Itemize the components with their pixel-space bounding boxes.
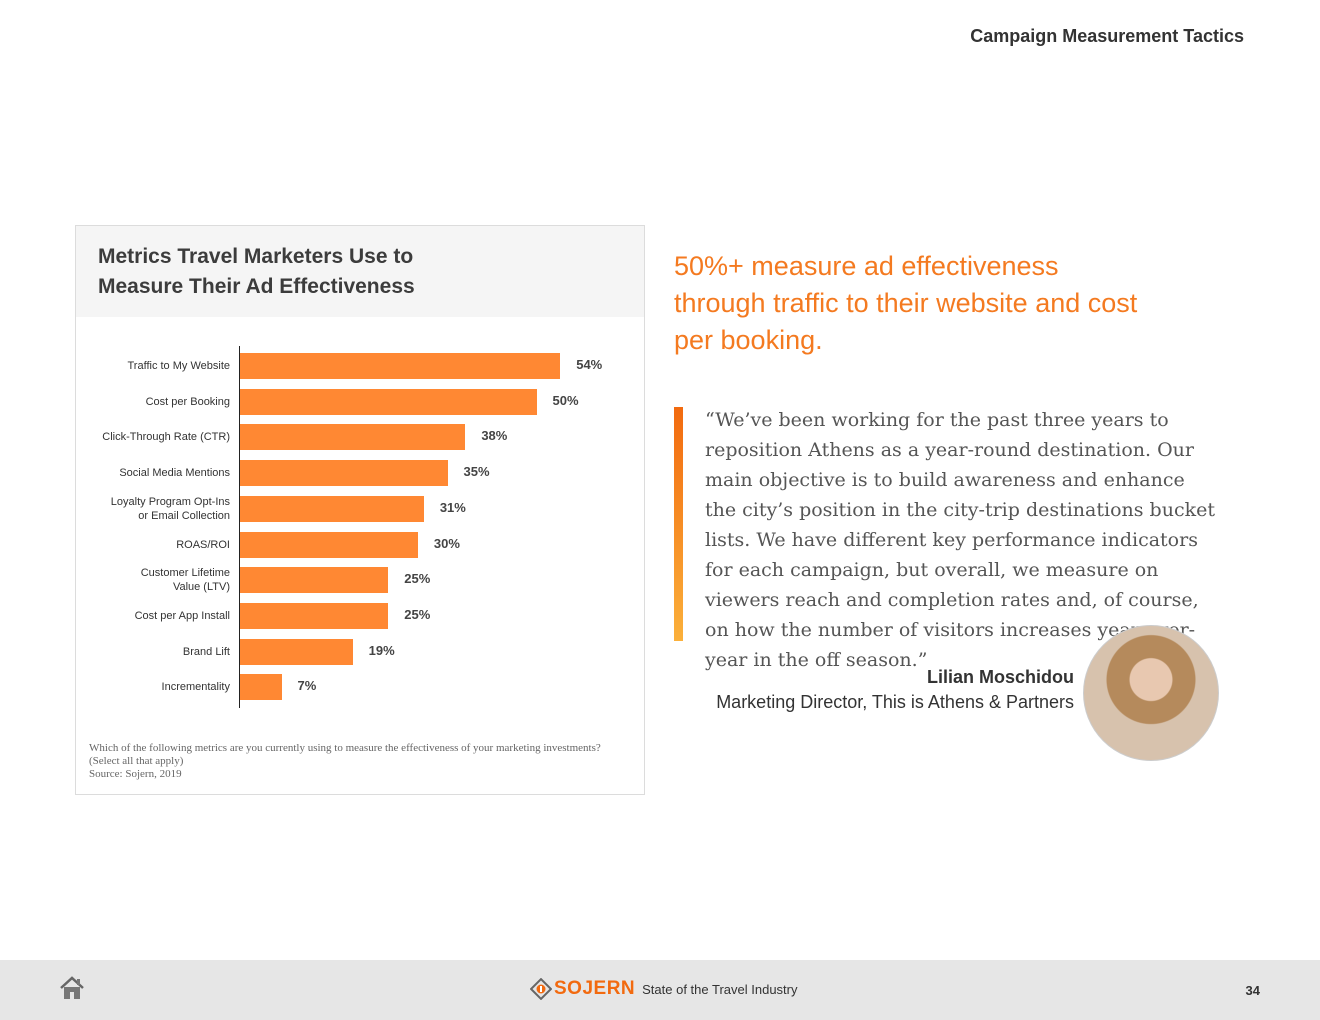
author-avatar [1083,625,1219,761]
bar [240,353,561,379]
bar [240,638,353,665]
chart-source: Source: Sojern, 2019 [89,768,182,780]
quote-author: Lilian Moschidou Marketing Director, Thi… [716,665,1074,715]
home-icon[interactable] [58,974,86,1002]
category-label: Customer Lifetime Value (LTV) [140,567,230,594]
headline: 50%+ measure ad effectiveness through tr… [674,251,1138,355]
bar [240,388,537,415]
data-label: 25% [404,571,431,587]
category-label: Incrementality [161,681,230,694]
category-label: Loyalty Program Opt-Ins or Email Collect… [110,495,230,522]
bar-chart: Traffic to My Website 54% Cost per Booking… [76,346,644,716]
data-label: 50% [552,392,579,408]
bar [240,674,282,701]
section-title: Campaign Measurement Tactics [970,26,1244,46]
bar [240,424,466,451]
y-axis-line [239,346,240,708]
sojern-logo-icon [530,978,552,1000]
chart-title: Metrics Travel Marketers Use to Measure … [98,245,415,298]
footer: SOJERN State of the Travel Industry 34 [0,960,1320,1020]
bar [240,531,418,558]
bar [240,567,389,594]
category-label: Social Media Mentions [119,467,230,480]
data-label: 30% [433,535,460,551]
brand: SOJERN State of the Travel Industry [530,978,798,1000]
quote-text: “We’ve been working for the past three y… [705,409,1215,671]
survey-question: Which of the following metrics are you c… [89,742,601,767]
data-label: 25% [404,606,431,622]
page-number: 34 [1245,983,1260,998]
quote-accent-bar [674,407,683,641]
data-label: 54% [576,357,603,372]
chart-header: Metrics Travel Marketers Use to Measure … [76,226,644,317]
brand-name: SOJERN [554,978,636,999]
author-title: Marketing Director, This is Athens & Par… [716,692,1074,712]
bar [240,460,448,487]
bar [240,495,424,522]
chart-card: Metrics Travel Marketers Use to Measure … [75,225,645,795]
category-label: Traffic to My Website [127,360,231,372]
category-label: Cost per Booking [145,395,230,408]
author-name: Lilian Moschidou [927,667,1074,687]
category-label: Cost per App Install [134,609,230,622]
data-label: 7% [297,678,317,694]
chart-note: Which of the following metrics are you c… [89,742,609,781]
category-label: ROAS/ROI [176,538,230,551]
data-label: 35% [463,464,490,480]
data-label: 38% [481,428,508,444]
data-label: 31% [439,499,466,515]
data-label: 19% [368,642,395,658]
bar [240,602,389,629]
report-name: State of the Travel Industry [642,981,798,997]
category-label: Brand Lift [182,645,230,658]
category-label: Click-Through Rate (CTR) [102,431,230,444]
